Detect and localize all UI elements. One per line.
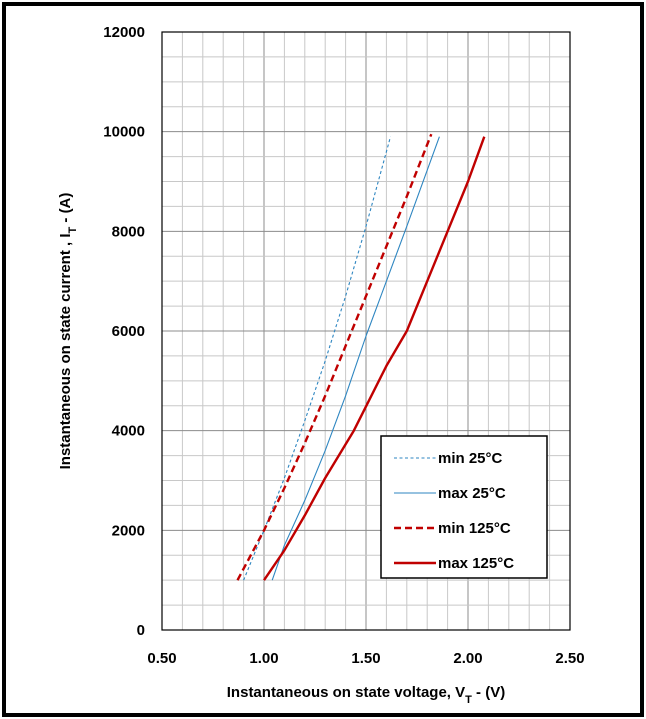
y-axis-title: Instantaneous on state current , IT - (A… (57, 193, 79, 470)
y-axis-title-sub: T (67, 227, 79, 234)
series-line-3 (236, 133, 433, 581)
tick-labels: 0.50 1.00 1.50 2.00 2.50 0 2000 4000 6000 8000 100… (103, 24, 584, 667)
x-axis-title-main: Instantaneous on state voltage, V (227, 684, 465, 701)
y-tick-label: 10000 (103, 124, 145, 141)
x-axis-title-sub: T (465, 694, 472, 706)
legend-label-2: max 25°C (438, 485, 506, 502)
plot-area (161, 31, 571, 631)
y-axis-title-main: Instantaneous on state current , I (57, 234, 74, 470)
y-tick-label: 6000 (112, 323, 145, 340)
legend-label-4: max 125°C (438, 555, 514, 572)
x-axis-title: Instantaneous on state voltage, VT - (V) (227, 684, 505, 706)
y-tick-label: 2000 (112, 522, 145, 539)
x-tick-label: 2.00 (453, 650, 482, 667)
y-tick-label: 8000 (112, 223, 145, 240)
legend-label-1: min 25°C (438, 450, 503, 467)
legend-label-3: min 125°C (438, 520, 511, 537)
series-layer (236, 133, 486, 581)
legend-box (380, 435, 548, 579)
x-tick-label: 1.00 (249, 650, 278, 667)
x-tick-label: 1.50 (351, 650, 380, 667)
series-line-1 (243, 136, 392, 581)
x-tick-label: 0.50 (147, 650, 176, 667)
y-tick-label: 12000 (103, 24, 145, 41)
y-axis-title-tail: - (A) (57, 193, 74, 227)
series-line-4 (263, 136, 486, 581)
y-tick-label: 0 (137, 622, 145, 639)
x-tick-label: 2.50 (555, 650, 584, 667)
legend: min 25°C max 25°C min 125°C max 125°C (380, 435, 548, 579)
y-tick-label: 4000 (112, 423, 145, 440)
series-line-2 (271, 136, 440, 581)
x-axis-title-tail: - (V) (472, 684, 505, 701)
